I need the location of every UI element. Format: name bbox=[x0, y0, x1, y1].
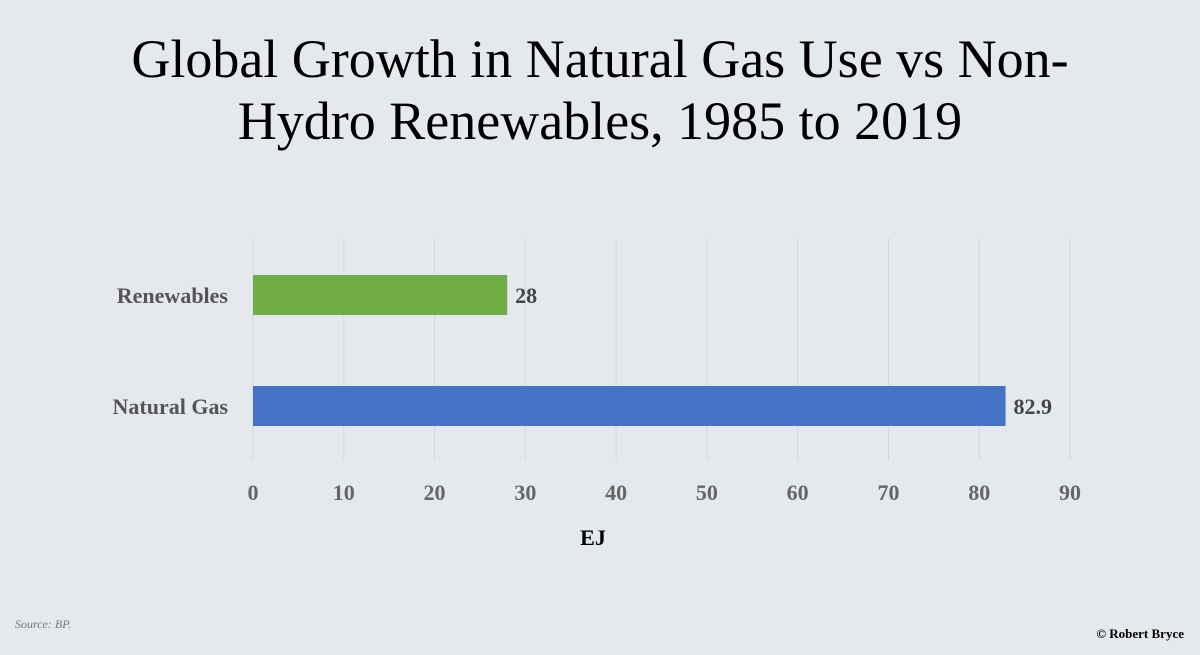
category-label-natural-gas: Natural Gas bbox=[113, 394, 229, 419]
chart-title-line-1: Global Growth in Natural Gas Use vs Non- bbox=[131, 29, 1069, 89]
x-tick-label-0: 0 bbox=[248, 480, 259, 505]
x-tick-label-1: 10 bbox=[333, 480, 355, 505]
x-tick-label-3: 30 bbox=[514, 480, 536, 505]
x-tick-label-9: 90 bbox=[1059, 480, 1081, 505]
category-label-renewables: Renewables bbox=[117, 283, 229, 308]
value-label-renewables: 28 bbox=[515, 283, 537, 308]
x-tick-label-4: 40 bbox=[605, 480, 627, 505]
chart-title-line-2: Hydro Renewables, 1985 to 2019 bbox=[237, 91, 963, 151]
chart-title: Global Growth in Natural Gas Use vs Non-… bbox=[0, 28, 1200, 152]
x-tick-label-2: 20 bbox=[424, 480, 446, 505]
x-tick-label-5: 50 bbox=[696, 480, 718, 505]
x-tick-label-7: 70 bbox=[877, 480, 899, 505]
x-axis-label: EJ bbox=[580, 525, 606, 550]
bar-renewables bbox=[253, 275, 508, 315]
source-note: Source: BP. bbox=[15, 617, 71, 631]
copyright-credit: © Robert Bryce bbox=[1096, 626, 1184, 641]
value-label-natural-gas: 82.9 bbox=[1014, 394, 1053, 419]
x-tick-label-8: 80 bbox=[968, 480, 990, 505]
bar-natural-gas bbox=[253, 386, 1006, 426]
x-tick-label-6: 60 bbox=[787, 480, 809, 505]
